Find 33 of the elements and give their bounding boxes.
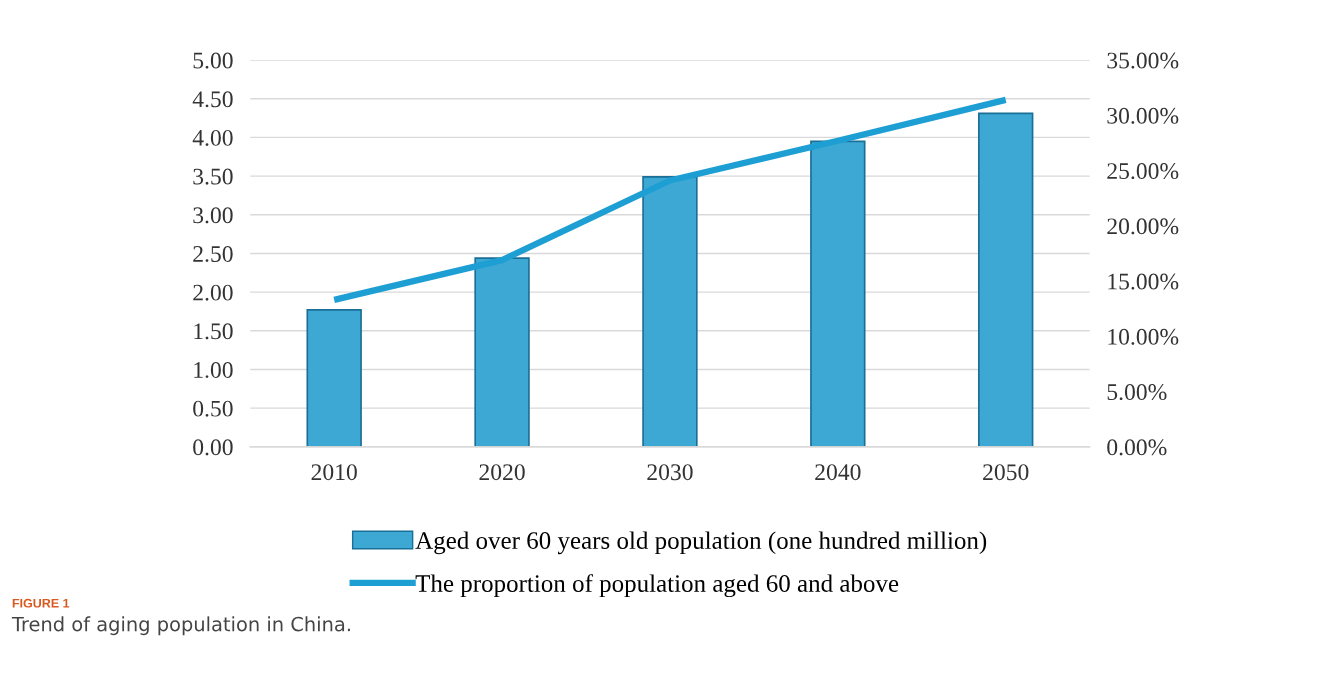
y-tick-label: 2.50 [193, 245, 233, 262]
y-tick-label: 5.00 [193, 52, 233, 69]
bar [810, 140, 866, 447]
y2-tick-label: 5.00% [1107, 384, 1167, 401]
y-tick-label: 3.50 [193, 168, 233, 185]
legend-label: The proportion of population aged 60 and above [415, 574, 899, 598]
y2-tick-label: 0.00% [1107, 439, 1167, 456]
y-tick-label: 3.00 [193, 207, 233, 224]
x-tick-label: 2030 [647, 464, 693, 481]
legend-label: Aged over 60 years old population (one hundred million) [415, 531, 987, 555]
y2-tick-label: 35.00% [1107, 52, 1179, 69]
x-tick-label: 2010 [311, 464, 357, 481]
y-tick-label: 0.50 [193, 400, 233, 417]
caption: FIGURE 1 [12, 598, 70, 608]
bar [642, 176, 698, 447]
y2-tick-label: 10.00% [1108, 328, 1179, 345]
y2-tick-label: 25.00% [1107, 163, 1179, 180]
y2-tick-label: 20.00% [1107, 218, 1179, 235]
y-tick-label: 2.00 [193, 284, 233, 301]
y2-tick-label: 30.00% [1107, 107, 1179, 124]
y-tick-label: 1.50 [194, 323, 233, 340]
bar [474, 257, 530, 447]
x-tick-label: 2050 [983, 464, 1029, 481]
x-tick-label: 2040 [815, 464, 861, 481]
y-tick-label: 0.00 [193, 439, 233, 456]
bar [978, 112, 1034, 447]
y-tick-label: 1.00 [194, 361, 233, 379]
y-tick-label: 4.50 [192, 91, 233, 108]
bar [306, 309, 362, 447]
text: Trend of aging population in China. [11, 616, 350, 636]
y2-tick-label: 15.00% [1108, 273, 1179, 290]
x-tick-label: 2020 [479, 464, 525, 481]
y-tick-label: 4.00 [192, 129, 233, 146]
